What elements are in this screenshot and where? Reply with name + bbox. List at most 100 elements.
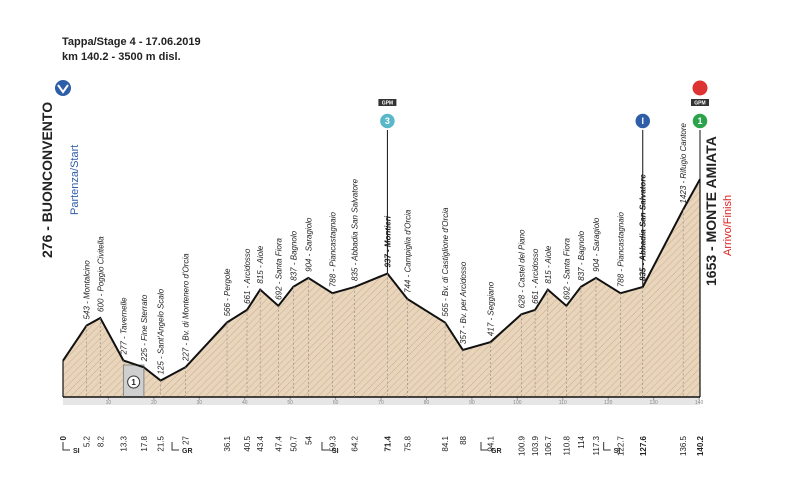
region-arrow [62, 442, 70, 451]
waypoint-label: 125 - Sant'Angelo Scalo [157, 288, 166, 374]
km-label: 94.1 [487, 435, 496, 451]
km-label: 127.6 [639, 435, 648, 456]
km-label: 64.2 [351, 435, 360, 451]
region-arrow [321, 442, 329, 451]
region-label: SI [73, 448, 80, 455]
km-label: 122.7 [616, 435, 625, 456]
km-label: 103.9 [531, 435, 540, 456]
marker-icon [378, 112, 397, 130]
region-label: GR [182, 448, 193, 455]
x-tick-label: 120 [604, 400, 613, 406]
profile-line [62, 178, 701, 382]
waypoint-label: 815 - Aiole [256, 245, 265, 284]
waypoint-label: 815 - Aiole [544, 245, 553, 284]
km-label: 50.7 [289, 435, 298, 451]
km-label: 13.3 [119, 435, 128, 451]
km-label: 117.3 [592, 435, 601, 455]
km-label: 100.9 [517, 435, 526, 456]
area-hatch [63, 179, 700, 397]
waypoint-label: 661 - Arcidosso [531, 248, 540, 304]
km-label: 36.1 [223, 435, 232, 451]
marker-tag-box [378, 99, 397, 106]
x-tick-label: 20 [151, 400, 157, 406]
waypoint-label: 835 - Abbadia San Salvatore [351, 178, 360, 281]
start-label: 276 - BUONCONVENTO [39, 102, 55, 258]
x-tick-label: 130 [649, 400, 658, 406]
km-label: 21.5 [157, 435, 166, 451]
x-tick-label: 70 [378, 400, 384, 406]
km-band [63, 397, 700, 405]
marker-tag: GPM [382, 101, 393, 107]
waypoint-label: 1423 - Rifugio Cantore [679, 122, 688, 203]
sector-icon [127, 375, 141, 389]
km-label: 47.4 [274, 435, 283, 451]
x-tick-label: 10 [106, 400, 112, 406]
marker-symbol: 1 [697, 116, 702, 126]
waypoint-label: 600 - Poggio Civitella [96, 236, 105, 312]
km-label: 88 [459, 435, 468, 444]
region-arrow [603, 442, 611, 451]
region-arrow [480, 442, 489, 451]
stage-title: Tappa/Stage 4 - 17.06.2019 [62, 36, 201, 48]
x-tick-label: 110 [559, 400, 567, 406]
region-label: SI [332, 448, 339, 455]
region-arrow [171, 442, 180, 451]
finish-flag-icon [691, 79, 709, 97]
waypoint-label: 565 - Bv. di Castiglione d'Orcia [441, 207, 450, 317]
x-tick-label: 140 [695, 400, 704, 406]
finish-label: 1653 - MONTE AMIATA [703, 136, 719, 286]
waypoint-label: 357 - Bv. per Arcidosso [459, 261, 468, 344]
waypoint-label: 788 - Piancastagnaio [616, 211, 625, 287]
x-tick-label: 60 [333, 400, 339, 406]
waypoint-label: 904 - Saragiolo [304, 217, 313, 272]
km-label: 43.4 [256, 435, 265, 451]
km-label: 75.8 [403, 435, 412, 451]
x-tick-label: 100 [513, 400, 522, 406]
km-label: 8.2 [96, 435, 105, 447]
marker-tag: GPM [694, 101, 705, 107]
marker-icon [691, 112, 709, 130]
km-label: 84.1 [441, 435, 450, 451]
waypoint-label: 744 - Campiglia d'Orcia [403, 209, 412, 293]
km-label: 106.7 [544, 435, 553, 456]
stage-subtitle: km 140.2 - 3500 m disl. [62, 51, 181, 63]
x-tick-label: 40 [242, 400, 248, 406]
waypoint-label: 692 - Santa Fiora [562, 237, 571, 299]
km-label: 0 [59, 435, 68, 440]
marker-icon [634, 112, 652, 130]
start-note: Partenza/Start [69, 145, 81, 215]
waypoint-label: 417 - Seggiano [487, 281, 496, 336]
km-label: 40.5 [243, 435, 252, 451]
km-label: 110.8 [562, 435, 571, 455]
waypoint-label: 277 - Tavernelle [119, 297, 128, 356]
waypoint-label: 904 - Saragiolo [592, 217, 601, 272]
km-label: 27 [182, 435, 191, 444]
km-label: 140.2 [696, 435, 705, 456]
region-label: SI [614, 448, 621, 455]
km-label: 5.2 [83, 435, 92, 447]
x-tick-label: 90 [469, 400, 475, 406]
km-label: 71.4 [383, 435, 392, 451]
waypoint-label: 837 - Bagnolo [289, 230, 298, 280]
finish-note: Arrivo/Finish [722, 195, 734, 256]
waypoint-label: 692 - Santa Fiora [274, 237, 283, 299]
waypoint-label: 225 - Fine Sterrato [140, 294, 149, 362]
marker-symbol: I [641, 116, 644, 126]
marker-tag-box [691, 99, 709, 106]
waypoint-label: 628 - Castel del Piano [517, 229, 526, 308]
x-tick-label: 80 [424, 400, 430, 406]
km-label: 136.5 [679, 435, 688, 456]
waypoint-label: 788 - Piancastagnaio [328, 211, 337, 287]
waypoint-label: 227 - Bv. di Montenero d'Orcia [182, 253, 191, 362]
km-label: 59.3 [328, 435, 337, 451]
start-icon [55, 80, 71, 96]
marker-symbol: 3 [385, 116, 390, 126]
waypoint-label: 566 - Pergole [223, 268, 232, 317]
km-label: 54 [304, 435, 313, 444]
x-tick-label: 50 [287, 400, 293, 406]
waypoint-label: 661 - Arcidosso [243, 248, 252, 304]
region-label: GR [491, 448, 502, 455]
waypoint-label: 543 - Montalcino [83, 260, 92, 320]
km-label: 17.8 [140, 435, 149, 451]
